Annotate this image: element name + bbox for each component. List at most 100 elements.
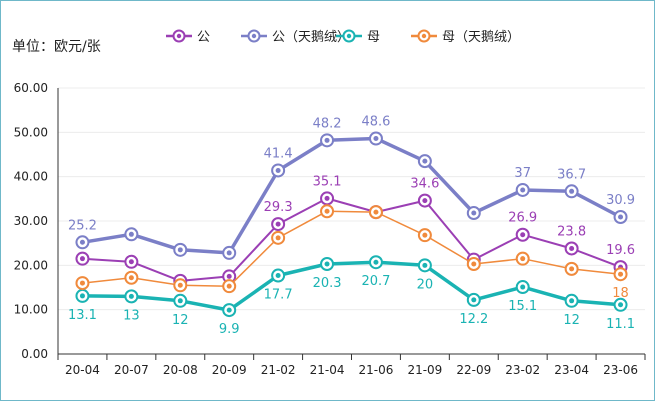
data-label: 25.2 (68, 218, 97, 233)
data-point-core (324, 208, 330, 214)
data-point-core (569, 245, 575, 251)
y-tick-label: 0.00 (21, 347, 48, 361)
data-label: 11.1 (606, 317, 635, 332)
data-point-core (177, 298, 183, 304)
legend: 公 公（天鹅绒） 母 母（天鹅绒） (166, 29, 520, 45)
x-tick-label: 23-02 (505, 363, 540, 377)
y-tick-label: 40.00 (14, 170, 48, 184)
data-point-core (373, 259, 379, 265)
data-labels: 29.3 35.1 34.6 26.9 23.8 19.6 25.2 41.4 48.2 48.6… (68, 115, 635, 338)
data-label: 37 (514, 166, 531, 181)
data-label: 29.3 (264, 200, 293, 215)
x-tick-label: 20-08 (163, 363, 198, 377)
data-point-core (226, 307, 232, 313)
data-label: 12 (563, 313, 580, 328)
data-point-core (520, 256, 526, 262)
y-tick-label: 60.00 (14, 81, 48, 95)
data-point-core (177, 282, 183, 288)
y-tick-label: 20.00 (14, 258, 48, 272)
x-axis: 20-04 20-07 20-08 20-09 21-02 21-04 21-06 21-09… (57, 353, 646, 377)
data-point-core (79, 239, 85, 245)
data-point-core (422, 158, 428, 164)
data-label: 13.1 (68, 308, 97, 323)
x-tick-label: 20-09 (212, 363, 247, 377)
data-label: 30.9 (606, 193, 635, 208)
x-tick-label: 21-06 (359, 363, 394, 377)
y-tick-label: 30.00 (14, 214, 48, 228)
data-point-core (471, 297, 477, 303)
data-point-core (324, 137, 330, 143)
data-label: 34.6 (410, 177, 439, 192)
data-point-core (520, 187, 526, 193)
data-label: 23.8 (557, 224, 586, 239)
data-point-core (471, 261, 477, 267)
data-label: 20.3 (313, 276, 342, 291)
data-point-core (275, 221, 281, 227)
data-point-core (422, 232, 428, 238)
unit-label: 单位：欧元/张 (12, 39, 101, 55)
data-point-core (569, 188, 575, 194)
data-label: 26.9 (508, 211, 537, 226)
data-point-core (128, 259, 134, 265)
data-label: 9.9 (219, 322, 240, 337)
legend-label: 公 (197, 30, 210, 45)
y-tick-label: 50.00 (14, 125, 48, 139)
data-point-core (79, 280, 85, 286)
data-point-core (373, 136, 379, 142)
data-point-core (422, 198, 428, 204)
data-label: 36.7 (557, 167, 586, 182)
data-label: 12.2 (459, 312, 488, 327)
data-label: 19.6 (606, 243, 635, 258)
data-point-core (128, 293, 134, 299)
legend-marker-core (346, 33, 352, 39)
x-tick-label: 22-09 (456, 363, 491, 377)
series-group (75, 131, 628, 318)
x-tick-label: 20-07 (114, 363, 149, 377)
legend-marker-core (251, 33, 257, 39)
data-point-core (226, 283, 232, 289)
data-point-core (275, 235, 281, 241)
data-label: 35.1 (313, 174, 342, 189)
data-point-core (618, 214, 624, 220)
data-point-core (226, 250, 232, 256)
data-label: 20.7 (361, 274, 390, 289)
data-label: 15.1 (508, 299, 537, 314)
data-point-core (226, 273, 232, 279)
data-point-core (569, 266, 575, 272)
legend-label: 母（天鹅绒） (442, 29, 520, 45)
x-tick-label: 21-09 (407, 363, 442, 377)
data-point-core (324, 261, 330, 267)
grid-lines (58, 87, 645, 311)
series-line (82, 197, 621, 282)
x-tick-label: 23-06 (603, 363, 638, 377)
data-point-core (422, 262, 428, 268)
data-point-core (79, 293, 85, 299)
legend-marker-core (421, 33, 427, 39)
data-point-core (520, 232, 526, 238)
data-point-core (373, 209, 379, 215)
x-tick-label: 21-04 (310, 363, 345, 377)
data-point-core (520, 284, 526, 290)
data-point-core (128, 231, 134, 237)
data-point-core (275, 273, 281, 279)
series-line (82, 136, 622, 255)
data-point-core (569, 298, 575, 304)
data-point-core (324, 195, 330, 201)
data-point-core (471, 210, 477, 216)
data-label: 18 (612, 286, 629, 301)
legend-label: 公（天鹅绒） (272, 29, 350, 45)
series-line (82, 210, 621, 287)
x-tick-label: 21-02 (261, 363, 296, 377)
data-point-core (79, 256, 85, 262)
data-label: 17.7 (264, 288, 293, 303)
data-label: 12 (172, 313, 189, 328)
data-label: 20 (417, 277, 434, 292)
x-tick-label: 23-04 (554, 363, 589, 377)
legend-label: 母 (367, 30, 380, 45)
data-point-core (618, 271, 624, 277)
legend-marker-core (176, 33, 182, 39)
data-point-core (128, 275, 134, 281)
data-label: 41.4 (264, 146, 293, 161)
